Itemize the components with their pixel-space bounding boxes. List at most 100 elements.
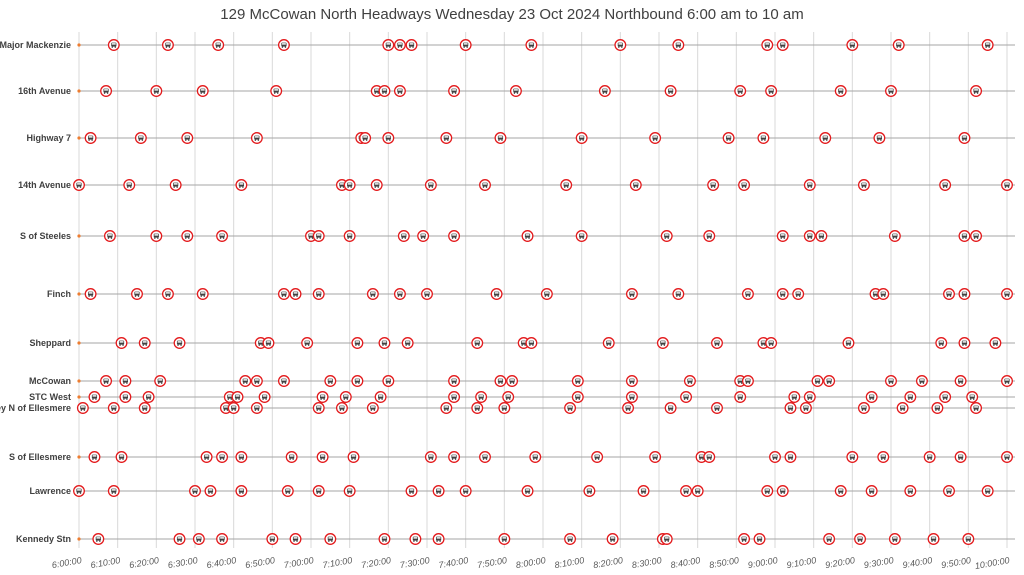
bus-window (939, 341, 944, 343)
stop-label: 14th Avenue (18, 180, 71, 190)
x-tick-label: 6:10:00 (90, 555, 121, 570)
bus-window (769, 341, 774, 343)
bus-wheel (137, 295, 140, 297)
bus-wheel (389, 139, 391, 141)
bus-wheel (764, 139, 766, 141)
bus-wheel (744, 186, 747, 188)
bus-wheel (142, 409, 144, 411)
bus-wheel (389, 382, 391, 384)
bus-icon (138, 402, 151, 414)
bus-icon (100, 375, 113, 387)
bus-window (529, 43, 534, 45)
bus-wheel (103, 92, 106, 94)
bus-icon (707, 179, 720, 191)
bus-icon (432, 485, 445, 497)
bus-icon (540, 288, 553, 300)
bus-icon (378, 337, 391, 349)
bus-icon (784, 402, 797, 414)
bus-icon (680, 391, 693, 403)
bus-window (316, 406, 321, 408)
bus-wheel (795, 398, 797, 400)
bus-icon (262, 337, 275, 349)
bus-wheel (741, 382, 743, 384)
bus-window (123, 379, 128, 381)
bus-wheel (208, 492, 210, 494)
x-tick-label: 9:00:00 (747, 555, 778, 570)
bus-icon (776, 288, 789, 300)
bus-wheel (239, 492, 241, 494)
bus-window (873, 292, 878, 294)
bus-icon (529, 451, 542, 463)
stop-label: Lawrence (29, 486, 71, 496)
bus-wheel (134, 295, 137, 297)
bus-icon (954, 375, 967, 387)
bus-window (525, 234, 530, 236)
bus-window (398, 43, 402, 45)
bus-window (444, 406, 449, 408)
bus-wheel (993, 344, 995, 346)
bus-icon (405, 485, 418, 497)
bus-window (858, 537, 862, 539)
bus-wheel (257, 139, 260, 141)
bus-window (742, 183, 746, 185)
bus-wheel (158, 382, 160, 384)
bus-window (340, 183, 344, 185)
bus-icon (366, 402, 379, 414)
bus-icon (285, 451, 298, 463)
bus-wheel (219, 458, 222, 460)
bus-window (1005, 455, 1009, 457)
bus-wheel (587, 492, 589, 494)
bus-wheel (579, 237, 581, 239)
bus-window (533, 455, 538, 457)
bus-wheel (91, 295, 93, 297)
bus-wheel (436, 540, 438, 542)
bus-window (444, 136, 449, 138)
bus-wheel (498, 382, 500, 384)
bus-window (343, 395, 348, 397)
bus-wheel (582, 139, 584, 141)
bus-window (154, 89, 159, 91)
bus-window (428, 455, 433, 457)
bus-wheel (544, 295, 547, 297)
bus-icon (660, 230, 673, 242)
bus-wheel (494, 295, 496, 297)
bus-wheel (200, 295, 202, 297)
bus-icon (459, 485, 472, 497)
bus-icon (150, 230, 163, 242)
bus-window (254, 406, 259, 408)
bus-wheel (219, 46, 221, 48)
bus-wheel (226, 409, 229, 411)
bus-wheel (311, 237, 314, 239)
bus-wheel (242, 458, 244, 460)
x-tick-labels: 6:00:00 6:10:00 6:20:00 6:30:00 6:40:00 6:50:… (51, 555, 1010, 571)
bus-wheel (714, 409, 717, 411)
bus-window (846, 341, 851, 343)
bus-icon (560, 179, 573, 191)
bus-wheel (881, 295, 883, 297)
bus-icon (73, 179, 85, 191)
bus-wheel (888, 382, 891, 384)
bus-icon (216, 533, 229, 545)
bus-icon (753, 533, 766, 545)
bus-wheel (783, 46, 785, 48)
bus-wheel (222, 237, 225, 239)
bus-wheel (841, 492, 843, 494)
bus-wheel (436, 492, 438, 494)
bus-icon (966, 391, 979, 403)
bus-icon (711, 402, 723, 414)
bus-icon (494, 132, 507, 144)
bus-wheel (412, 46, 414, 48)
bus-window (138, 136, 143, 138)
bus-wheel (328, 540, 330, 542)
bus-icon (962, 533, 975, 545)
bus-window (463, 489, 468, 491)
bus-window (483, 183, 487, 185)
bus-icon (343, 179, 356, 191)
bus-window (792, 395, 797, 397)
bus-wheel (427, 295, 430, 297)
bus-icon (335, 402, 348, 414)
bus-wheel (296, 540, 298, 542)
series-brimley-n-of-ellesmere: Brimley N of Ellesmere (0, 402, 1015, 414)
bus-wheel (400, 295, 403, 297)
bus-wheel (891, 382, 894, 384)
